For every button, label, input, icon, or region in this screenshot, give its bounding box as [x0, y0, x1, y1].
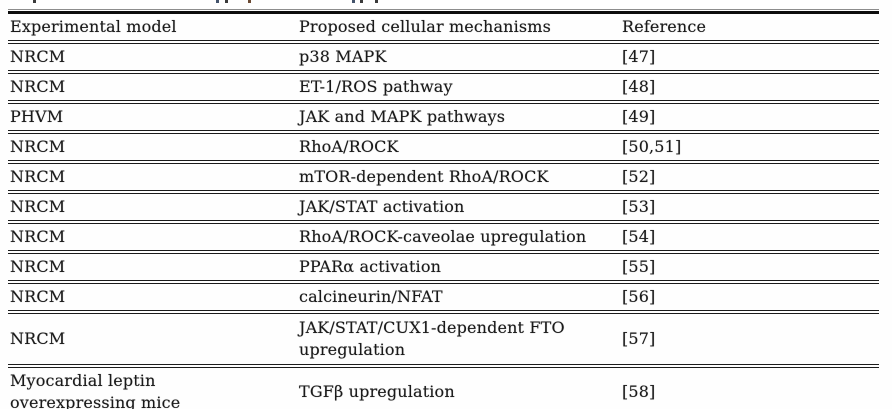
cell-mechanism: JAK and MAPK pathways [297, 104, 620, 130]
cell-mechanism: PPARα activation [297, 254, 620, 280]
cell-mechanism-text: TGFβ upregulation [299, 382, 455, 401]
cell-model: NRCM [8, 284, 297, 310]
cell-mechanism: JAK/STAT/CUX1-dependent FTO upregulation [297, 314, 620, 364]
cell-reference-text: [52] [622, 167, 656, 186]
cell-reference-text: [48] [622, 77, 656, 96]
cell-mechanism-text: JAK and MAPK pathways [299, 107, 506, 126]
cell-reference: [47] [620, 44, 879, 70]
cell-reference-text: [50,51] [622, 137, 682, 156]
table-row: NRCM calcineurin/NFAT [56] [8, 280, 879, 310]
cell-model: NRCM [8, 74, 297, 100]
cell-model-text: NRCM [10, 197, 66, 216]
cell-reference: [52] [620, 164, 879, 190]
cell-reference-text: [49] [622, 107, 656, 126]
table-row: NRCM ET-1/ROS pathway [48] [8, 70, 879, 100]
cell-model-text: NRCM [10, 77, 66, 96]
cell-model: NRCM [8, 224, 297, 250]
cell-model: NRCM [8, 44, 297, 70]
cell-model: NRCM [8, 194, 297, 220]
cell-mechanism-text: calcineurin/NFAT [299, 287, 443, 306]
cell-model-text: Myocardial leptin overexpressing mice [10, 371, 181, 409]
cell-model: NRCM [8, 164, 297, 190]
table-top-rule-thin [8, 9, 879, 10]
cell-model: NRCM [8, 254, 297, 280]
cell-mechanism-text: ET-1/ROS pathway [299, 77, 453, 96]
column-header-reference: Reference [620, 14, 879, 40]
table-row: PHVM JAK and MAPK pathways [49] [8, 100, 879, 130]
table-top-rule-thick [8, 11, 879, 14]
cell-mechanism: JAK/STAT activation [297, 194, 620, 220]
cell-reference-text: [56] [622, 287, 656, 306]
cell-model-text: NRCM [10, 167, 66, 186]
table-header-row: Experimental model Proposed cellular mec… [8, 14, 879, 40]
cell-model: PHVM [8, 104, 297, 130]
cell-reference-text: [57] [622, 329, 656, 348]
column-header-model: Experimental model [8, 14, 297, 40]
mechanisms-table: Experimental model Proposed cellular mec… [8, 9, 879, 409]
cell-reference: [58] [620, 368, 879, 409]
column-header-model-label: Experimental model [10, 17, 177, 36]
cell-model: NRCM [8, 314, 297, 364]
cell-mechanism: calcineurin/NFAT [297, 284, 620, 310]
cell-reference-text: [47] [622, 47, 656, 66]
cell-mechanism: ET-1/ROS pathway [297, 74, 620, 100]
cell-reference: [57] [620, 314, 879, 364]
cell-reference-text: [55] [622, 257, 656, 276]
cell-reference: [50,51] [620, 134, 879, 160]
cell-mechanism-text: RhoA/ROCK-caveolae upregulation [299, 227, 587, 246]
cell-model-text: NRCM [10, 47, 66, 66]
cell-reference: [54] [620, 224, 879, 250]
cell-mechanism-text: PPARα activation [299, 257, 442, 276]
table-row: NRCM PPARα activation [55] [8, 250, 879, 280]
cell-mechanism: mTOR-dependent RhoA/ROCK [297, 164, 620, 190]
cell-model-text: NRCM [10, 287, 66, 306]
cell-model: NRCM [8, 134, 297, 160]
cell-reference-text: [58] [622, 382, 656, 401]
cell-mechanism-text: p38 MAPK [299, 47, 387, 66]
table-row: NRCM RhoA/ROCK [50,51] [8, 130, 879, 160]
column-header-mechanism-label: Proposed cellular mechanisms [299, 17, 551, 36]
table-row: NRCM p38 MAPK [47] [8, 40, 879, 70]
cell-model-text: NRCM [10, 257, 66, 276]
column-header-reference-label: Reference [622, 17, 707, 36]
cell-mechanism-text: mTOR-dependent RhoA/ROCK [299, 167, 549, 186]
cell-mechanism: TGFβ upregulation [297, 368, 620, 409]
column-header-mechanism: Proposed cellular mechanisms [297, 14, 620, 40]
cell-model-text: NRCM [10, 227, 66, 246]
cell-model: Myocardial leptin overexpressing mice [8, 368, 297, 409]
cell-reference-text: [53] [622, 197, 656, 216]
cell-model-text: NRCM [10, 137, 66, 156]
cell-reference: [49] [620, 104, 879, 130]
cell-mechanism: RhoA/ROCK-caveolae upregulation [297, 224, 620, 250]
cell-reference: [55] [620, 254, 879, 280]
cell-mechanism: p38 MAPK [297, 44, 620, 70]
table-row: Myocardial leptin overexpressing mice TG… [8, 364, 879, 409]
table-row: NRCM JAK/STAT/CUX1-dependent FTO upregul… [8, 310, 879, 364]
cell-mechanism-text: JAK/STAT activation [299, 197, 465, 216]
cell-model-text: PHVM [10, 107, 64, 126]
cell-reference: [48] [620, 74, 879, 100]
cell-mechanism: RhoA/ROCK [297, 134, 620, 160]
cell-reference: [56] [620, 284, 879, 310]
cropped-caption-remnant [0, 0, 892, 5]
cell-reference: [53] [620, 194, 879, 220]
cell-reference-text: [54] [622, 227, 656, 246]
cell-mechanism-text: JAK/STAT/CUX1-dependent FTO upregulation [299, 318, 565, 359]
table-row: NRCM mTOR-dependent RhoA/ROCK [52] [8, 160, 879, 190]
table-row: NRCM JAK/STAT activation [53] [8, 190, 879, 220]
cell-mechanism-text: RhoA/ROCK [299, 137, 399, 156]
cell-model-text: NRCM [10, 329, 66, 348]
table-row: NRCM RhoA/ROCK-caveolae upregulation [54… [8, 220, 879, 250]
